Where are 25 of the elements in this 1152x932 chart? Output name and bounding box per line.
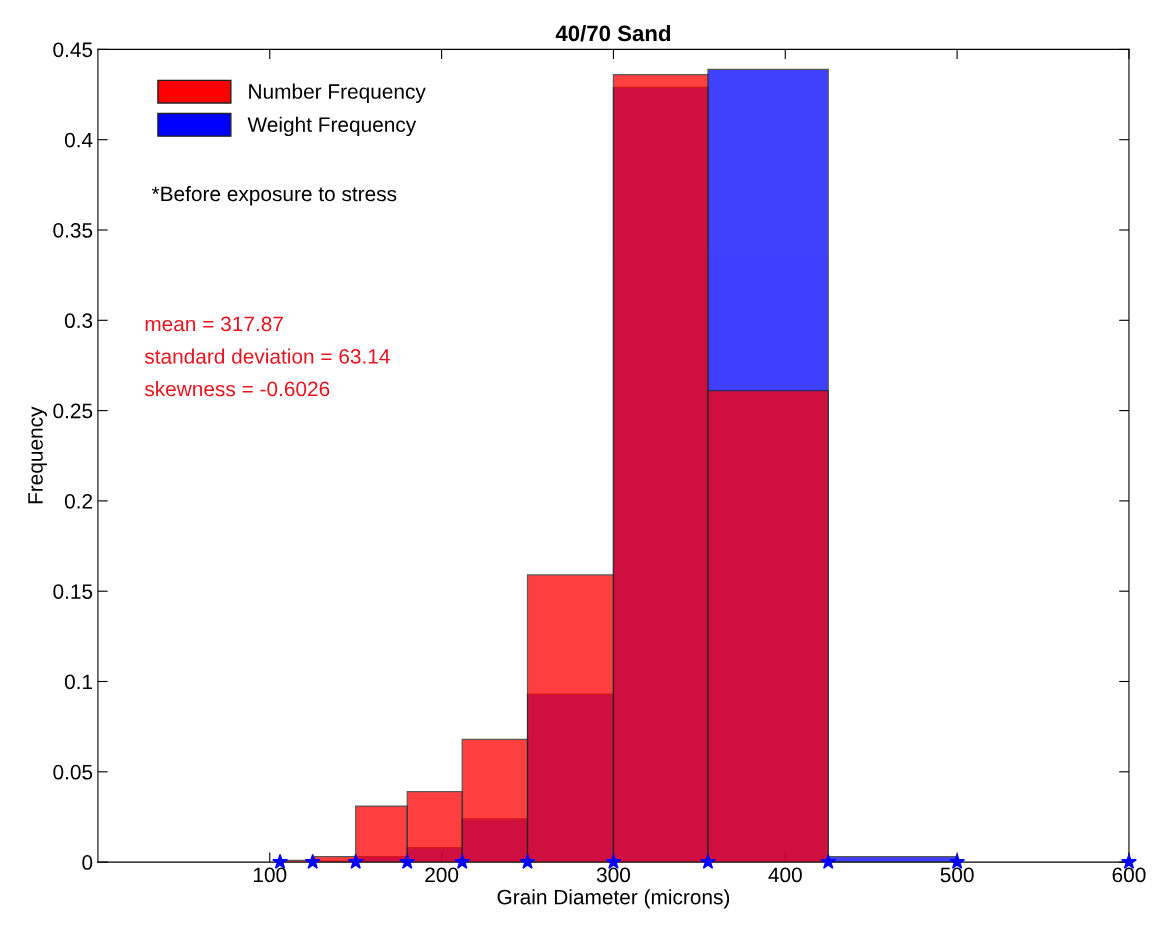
x-tick-label: 300 — [596, 867, 631, 883]
y-tick-label: 0.45 — [53, 42, 93, 58]
x-tick-label: 400 — [768, 867, 802, 883]
y-tick-label: 0.05 — [53, 764, 93, 780]
y-tick-label: 0.1 — [64, 674, 93, 690]
x-tick-label: 600 — [1112, 867, 1146, 883]
y-tick-label: 0 — [82, 855, 93, 870]
x-axis-title: Grain Diameter (microns) — [497, 889, 730, 909]
y-tick-label: 0.25 — [53, 403, 93, 419]
legend-label: Number Frequency — [249, 83, 426, 103]
annotation: skewness = -0.6026 — [144, 381, 330, 397]
y-tick-label: 0.2 — [64, 493, 93, 509]
y-tick-label: 0.35 — [53, 223, 93, 238]
annotation: standard deviation = 63.14 — [144, 348, 390, 364]
y-axis-title: Frequency — [28, 406, 47, 504]
chart-title: 40/70 Sand — [555, 24, 671, 42]
legend-label: Weight Frequency — [247, 116, 417, 137]
x-tick-label: 100 — [253, 867, 287, 883]
x-tick-label: 500 — [940, 867, 974, 883]
y-tick-label: 0.4 — [64, 132, 93, 148]
y-tick-label: 0.15 — [53, 584, 93, 599]
annotation: mean = 317.87 — [145, 316, 283, 332]
annotation: *Before exposure to stress — [151, 186, 397, 206]
x-tick-label: 200 — [425, 867, 459, 883]
y-tick-label: 0.3 — [64, 313, 93, 329]
